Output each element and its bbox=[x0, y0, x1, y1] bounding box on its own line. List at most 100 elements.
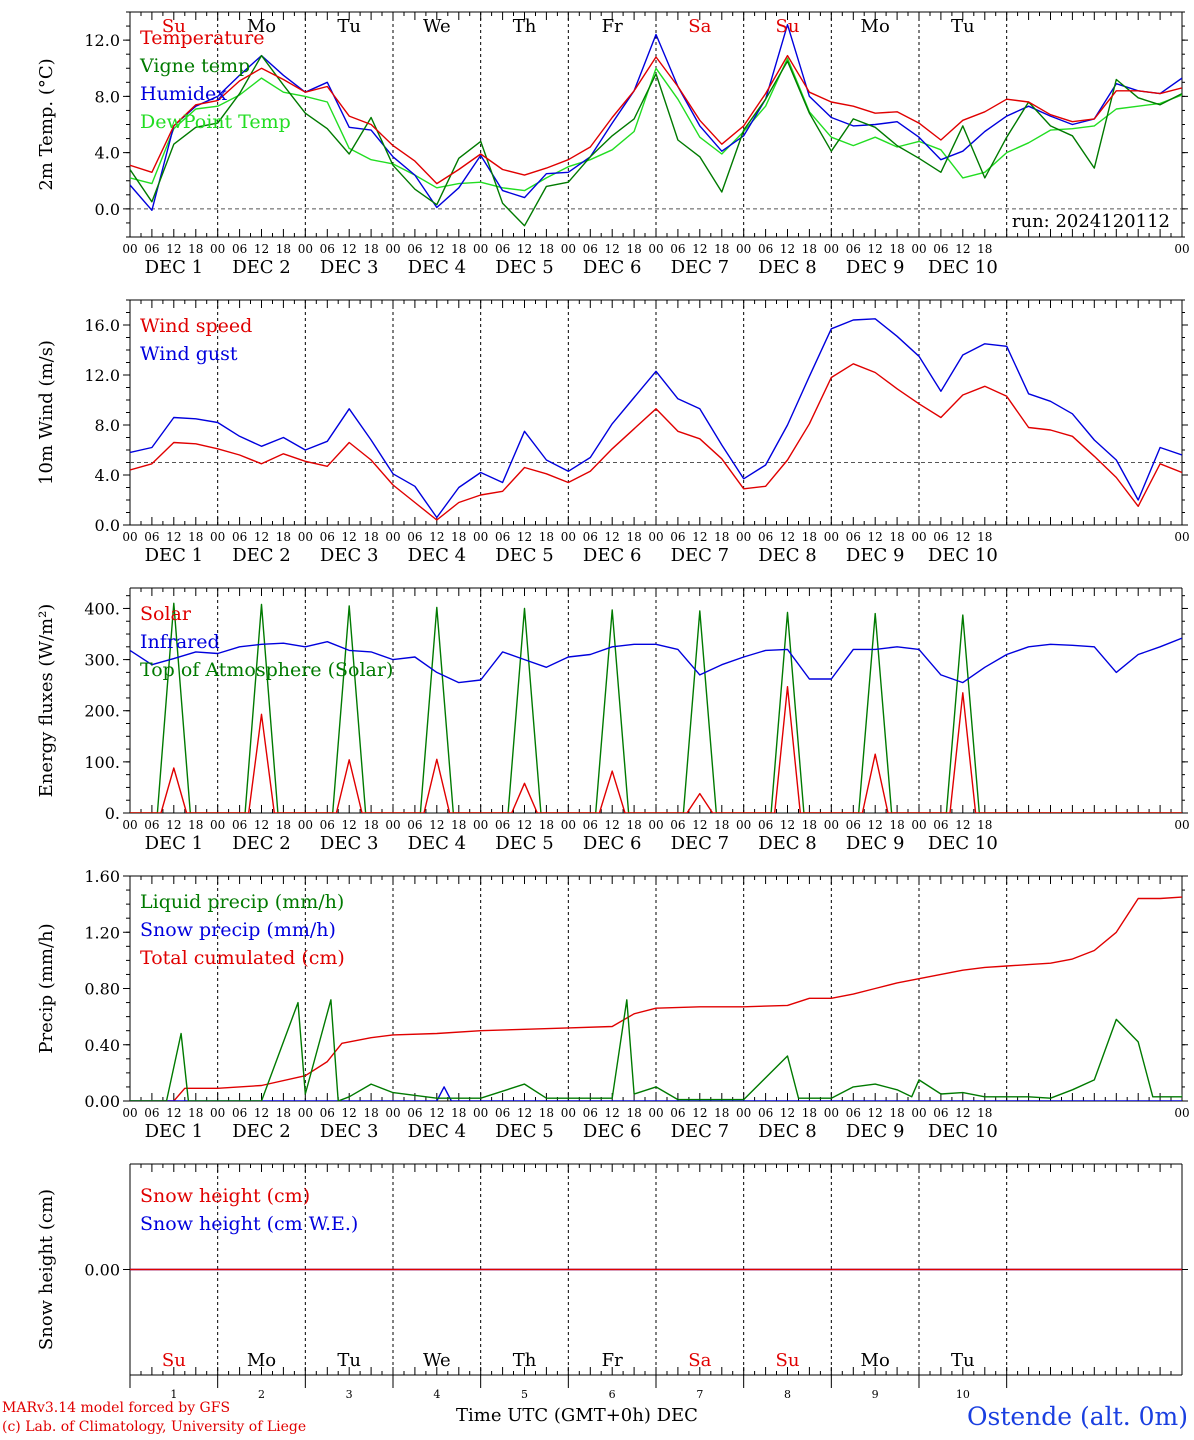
day-number: 3 bbox=[346, 1388, 353, 1401]
hour-tick-label: 06 bbox=[933, 1106, 948, 1120]
y-tick-label: 1.60 bbox=[84, 867, 120, 886]
hour-tick-label: 12 bbox=[429, 242, 444, 256]
hour-tick-label: 06 bbox=[407, 530, 422, 544]
weekday-label: We bbox=[423, 1350, 451, 1371]
date-label: DEC 7 bbox=[671, 833, 730, 854]
series-line-red bbox=[130, 896, 1182, 1101]
hour-tick-label: 18 bbox=[977, 530, 992, 544]
hour-tick-label: 06 bbox=[320, 242, 335, 256]
hour-tick-label: 06 bbox=[670, 818, 685, 832]
hour-tick-label: 00 bbox=[122, 1106, 137, 1120]
date-label: DEC 1 bbox=[145, 1121, 204, 1142]
hour-tick-label: 00 bbox=[298, 530, 313, 544]
hour-tick-label: 00 bbox=[911, 530, 926, 544]
y-tick-label: 400. bbox=[84, 599, 120, 618]
station-name: Ostende (alt. 0m) bbox=[967, 1402, 1188, 1431]
hour-tick-label: 12 bbox=[780, 242, 795, 256]
hour-tick-label: 12 bbox=[692, 818, 707, 832]
y-tick-label: 4.0 bbox=[95, 466, 120, 485]
date-label: DEC 1 bbox=[145, 545, 204, 566]
hour-tick-label: 18 bbox=[977, 242, 992, 256]
weekday-label: Su bbox=[776, 1350, 800, 1371]
y-tick-label: 0.00 bbox=[84, 1261, 120, 1280]
legend-entry: Snow height (cm) bbox=[140, 1185, 310, 1207]
series-line-green bbox=[130, 54, 1182, 227]
hour-tick-label: 00 bbox=[824, 530, 839, 544]
hour-tick-label: 18 bbox=[626, 242, 641, 256]
hour-tick-label: 00 bbox=[473, 530, 488, 544]
hour-tick-label: 12 bbox=[429, 1106, 444, 1120]
weekday-label: Mo bbox=[861, 16, 890, 37]
hour-tick-label: 00 bbox=[122, 818, 137, 832]
hour-tick-label: 12 bbox=[868, 242, 883, 256]
hour-tick-label: 06 bbox=[670, 242, 685, 256]
weekday-label: Fr bbox=[602, 16, 623, 37]
date-label: DEC 8 bbox=[758, 257, 817, 278]
hour-tick-label: 18 bbox=[363, 818, 378, 832]
hour-tick-label: 18 bbox=[276, 242, 291, 256]
hour-tick-label: 12 bbox=[955, 1106, 970, 1120]
hour-tick-label: 06 bbox=[495, 818, 510, 832]
hour-tick-label: 18 bbox=[451, 242, 466, 256]
day-number: 7 bbox=[696, 1388, 703, 1401]
legend-entry: Top of Atmosphere (Solar) bbox=[140, 659, 393, 681]
date-label: DEC 9 bbox=[846, 833, 905, 854]
date-label: DEC 4 bbox=[408, 545, 467, 566]
hour-tick-label: 18 bbox=[714, 530, 729, 544]
hour-tick-label: 18 bbox=[188, 242, 203, 256]
hour-tick-label: 00 bbox=[736, 242, 751, 256]
hour-tick-label: 12 bbox=[254, 530, 269, 544]
hour-tick-label: 12 bbox=[780, 1106, 795, 1120]
day-number: 5 bbox=[521, 1388, 528, 1401]
hour-tick-label: 06 bbox=[758, 530, 773, 544]
hour-tick-label: 00 bbox=[824, 1106, 839, 1120]
date-label: DEC 2 bbox=[232, 257, 291, 278]
hour-tick-label: 18 bbox=[276, 818, 291, 832]
panel-precip: 0.00 0.40 0.80 1.20 1.60 Precip (mm/h) Liquid … bbox=[36, 867, 1190, 1142]
hour-tick-label: 00 bbox=[473, 1106, 488, 1120]
hour-tick-label: 18 bbox=[714, 242, 729, 256]
hour-tick-label: 12 bbox=[166, 530, 181, 544]
legend-entry: Infrared bbox=[140, 631, 220, 653]
series-line-blue bbox=[130, 1086, 1182, 1101]
y-tick-label: 12.0 bbox=[84, 366, 120, 385]
y-tick-label: 200. bbox=[84, 702, 120, 721]
y-tick-label: 0.00 bbox=[84, 1092, 120, 1111]
hour-tick-label: 18 bbox=[626, 1106, 641, 1120]
model-credit: MARv3.14 model forced by GFS bbox=[2, 1400, 231, 1416]
hour-tick-label: 06 bbox=[758, 818, 773, 832]
hour-tick-label: 00 bbox=[385, 530, 400, 544]
hour-tick-label: 12 bbox=[780, 530, 795, 544]
hour-tick-label: 00 bbox=[122, 530, 137, 544]
hour-tick-label: 18 bbox=[977, 818, 992, 832]
day-number: 2 bbox=[258, 1388, 265, 1401]
hour-tick-label: 06 bbox=[758, 1106, 773, 1120]
hour-tick-label: 00 bbox=[1174, 818, 1189, 832]
hour-tick-label: 00 bbox=[648, 1106, 663, 1120]
date-label: DEC 10 bbox=[928, 833, 998, 854]
weekday-label: Tu bbox=[337, 16, 361, 37]
date-label: DEC 10 bbox=[928, 1121, 998, 1142]
date-label: DEC 3 bbox=[320, 833, 379, 854]
series-line-lightgreen bbox=[130, 57, 1182, 192]
weekday-label: Mo bbox=[861, 1350, 890, 1371]
legend-entry: Vigne temp bbox=[139, 55, 250, 77]
hour-tick-label: 00 bbox=[1174, 1106, 1189, 1120]
hour-tick-label: 06 bbox=[495, 1106, 510, 1120]
hour-tick-label: 12 bbox=[692, 530, 707, 544]
hour-tick-label: 12 bbox=[955, 530, 970, 544]
series-lines bbox=[130, 24, 1182, 227]
hour-tick-label: 00 bbox=[824, 242, 839, 256]
hour-tick-label: 12 bbox=[429, 530, 444, 544]
series-line-green bbox=[130, 602, 1182, 813]
legend-entry: DewPoint Temp bbox=[140, 111, 291, 133]
hour-tick-label: 06 bbox=[407, 1106, 422, 1120]
y-tick-label: 8.0 bbox=[95, 87, 120, 106]
weekday-label: Tu bbox=[337, 1350, 361, 1371]
y-axis-title: 2m Temp. (°C) bbox=[36, 58, 57, 190]
hour-tick-label: 06 bbox=[144, 1106, 159, 1120]
date-label: DEC 5 bbox=[495, 1121, 554, 1142]
hour-tick-label: 06 bbox=[933, 242, 948, 256]
day-number: 10 bbox=[956, 1388, 970, 1401]
date-label: DEC 3 bbox=[320, 545, 379, 566]
